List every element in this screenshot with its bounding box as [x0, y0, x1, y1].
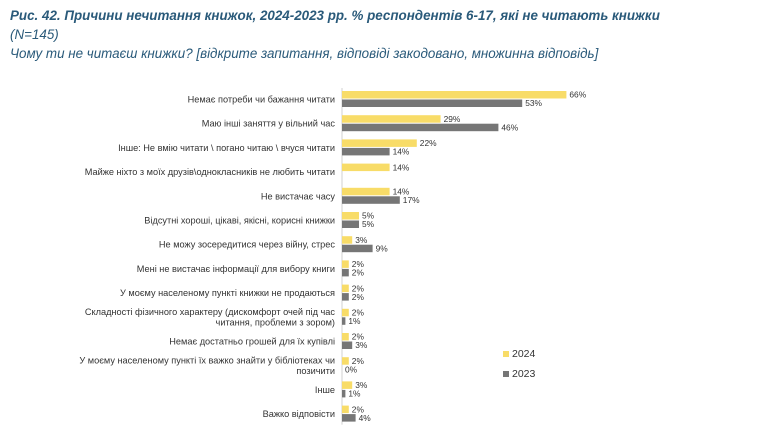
bar-2023: [342, 293, 349, 301]
chart-heading: Рис. 42. Причини нечитання книжок, 2024-…: [10, 6, 760, 63]
legend-swatch-2023: [503, 371, 509, 377]
category-label: Мені не вистачає інформації для вибору к…: [137, 264, 335, 274]
category-label: Маю інші заняття у вільний час: [202, 119, 336, 129]
bar-2023: [342, 123, 499, 132]
data-label-2023: 0%: [345, 364, 358, 374]
data-label-2023: 4%: [359, 413, 372, 423]
category-label: Інше: Не вмію читати \ погано читаю \ вч…: [118, 143, 335, 153]
data-label-2023: 46%: [501, 122, 518, 132]
bar-2024: [342, 91, 567, 99]
category-label: Важко відповісти: [263, 409, 335, 419]
bar-2024: [342, 357, 349, 365]
data-label-2023: 2%: [352, 292, 365, 302]
chart-subtitle: Чому ти не читаєш книжки? [відкрите запи…: [10, 46, 599, 61]
data-label-2023: 1%: [348, 316, 361, 326]
data-label-2023: 1%: [348, 389, 361, 399]
data-label-2024: 2%: [352, 283, 365, 293]
legend-swatch-2024: [503, 351, 509, 357]
bar-2024: [342, 163, 390, 172]
category-label: Немає потреби чи бажання читати: [188, 95, 335, 105]
category-label: Не вистачає часу: [261, 191, 336, 201]
bar-2023: [342, 244, 373, 253]
data-label-2024: 2%: [352, 259, 365, 269]
category-label: У моєму населеному пункті їх важко знайт…: [79, 355, 335, 376]
category-label: У моєму населеному пункті книжки не прод…: [120, 288, 335, 298]
category-label: Відсутні хороші, цікаві, якісні, корисні…: [144, 216, 335, 226]
data-label-2023: 9%: [376, 243, 389, 253]
data-label-2024: 2%: [352, 332, 365, 342]
bar-2024: [342, 381, 353, 389]
bar-2024: [342, 212, 359, 220]
data-label-2023: 5%: [362, 219, 375, 229]
data-label-2024: 2%: [352, 308, 365, 318]
bar-2023: [342, 317, 346, 325]
legend-label-2024: 2024: [512, 348, 536, 360]
bar-2024: [342, 405, 349, 414]
bar-2023: [342, 147, 390, 156]
category-label: Не можу зосередитися через війну, стрес: [159, 240, 336, 250]
data-label-2024: 66%: [569, 90, 586, 100]
data-label-2024: 2%: [352, 356, 365, 366]
data-label-2024: 22%: [420, 138, 437, 148]
bar-2024: [342, 139, 417, 147]
bar-2023: [342, 196, 400, 204]
data-label-2024: 3%: [355, 235, 368, 245]
category-label: Складності фізичного характеру (дискомфо…: [85, 307, 336, 328]
data-label-2023: 17%: [403, 195, 420, 205]
data-label-2024: 14%: [393, 162, 410, 172]
data-label-2024: 14%: [393, 187, 410, 197]
bar-2023: [342, 99, 523, 107]
bar-2024: [342, 284, 349, 293]
legend-label-2023: 2023: [512, 368, 536, 380]
bar-2024: [342, 236, 353, 244]
category-label: Інше: [315, 385, 335, 395]
bar-2024: [342, 187, 390, 196]
category-label: Немає достатньо грошей для їх купівлі: [169, 337, 335, 347]
bar-2024: [342, 115, 441, 123]
data-label-2024: 5%: [362, 211, 375, 221]
data-label-2024: 2%: [352, 404, 365, 414]
bar-2024: [342, 333, 349, 341]
bar-2024: [342, 260, 349, 268]
data-label-2023: 3%: [355, 340, 368, 350]
data-label-2024: 3%: [355, 380, 368, 390]
data-label-2024: 29%: [444, 114, 461, 124]
category-label: Майже ніхто з моїх друзів\однокласників …: [85, 167, 335, 177]
chart-title: Рис. 42. Причини нечитання книжок, 2024-…: [10, 8, 660, 23]
bar-2023: [342, 389, 346, 398]
data-label-2023: 14%: [393, 147, 410, 157]
bar-2023: [342, 341, 353, 349]
sample-size: (N=145): [10, 27, 59, 42]
bar-2023: [342, 220, 359, 228]
data-label-2023: 53%: [525, 98, 542, 108]
data-label-2023: 2%: [352, 268, 365, 278]
bar-2023: [342, 414, 356, 422]
bar-2024: [342, 308, 349, 317]
bar-2023: [342, 268, 349, 277]
